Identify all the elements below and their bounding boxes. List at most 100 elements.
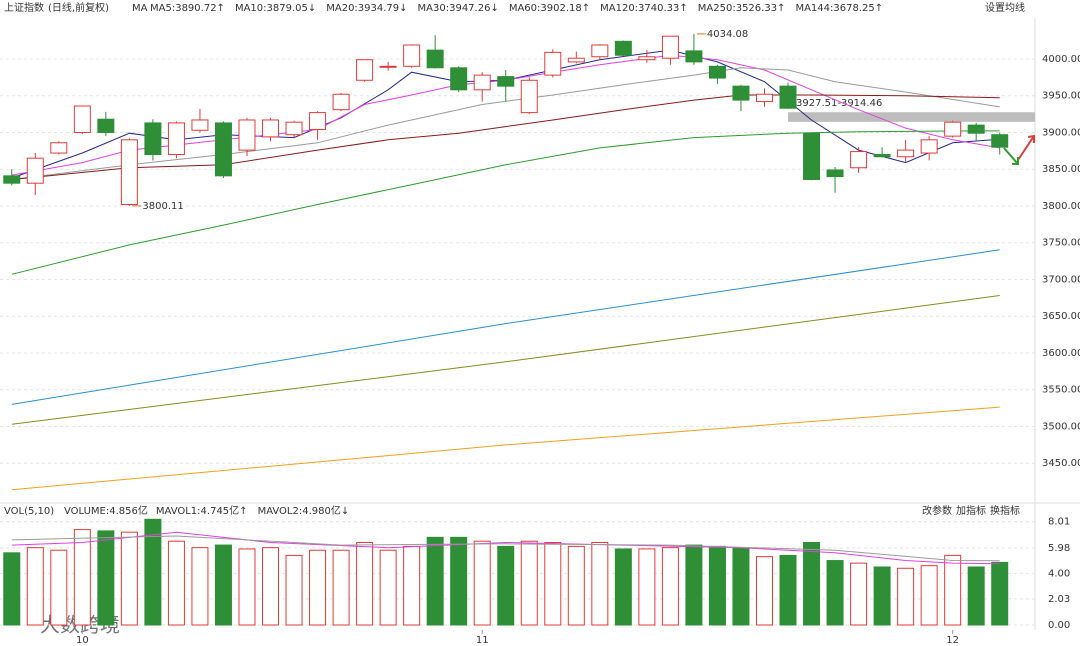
legend-title: MA bbox=[132, 3, 148, 14]
volume-bar bbox=[544, 541, 562, 626]
legend-item: MAVOL1:4.745亿↑ bbox=[156, 504, 248, 517]
y-tick-label: 2.03 bbox=[1048, 594, 1070, 605]
legend-item: MA30:3947.26↓ bbox=[418, 3, 499, 14]
volume-bar bbox=[685, 544, 703, 626]
candle-body bbox=[920, 139, 938, 154]
candle-body bbox=[708, 65, 726, 79]
y-tick-label: 3600.00 bbox=[1042, 348, 1080, 359]
volume-bar bbox=[850, 562, 868, 626]
price-band bbox=[788, 112, 1035, 122]
volume-title: VOL(5,10) bbox=[4, 506, 54, 517]
candle-body bbox=[967, 124, 985, 134]
candle-body bbox=[732, 85, 750, 101]
ma-line bbox=[11, 249, 1000, 405]
candle-body bbox=[332, 93, 350, 111]
indicator-button[interactable]: 改参数 bbox=[922, 504, 952, 517]
legend-item: MA60:3902.18↑ bbox=[509, 3, 590, 14]
ma-line bbox=[11, 535, 1000, 562]
volume-bar bbox=[426, 536, 444, 626]
volume-bar bbox=[473, 540, 491, 626]
candle-body bbox=[873, 154, 891, 158]
volume-bar bbox=[97, 530, 115, 626]
volume-bar bbox=[497, 545, 515, 626]
candle-body bbox=[238, 119, 256, 151]
legend-item: MA144:3678.25↑ bbox=[795, 3, 883, 14]
volume-bar bbox=[591, 541, 609, 626]
volume-bar bbox=[26, 547, 44, 626]
volume-bar bbox=[826, 560, 844, 626]
candle-body bbox=[191, 119, 209, 131]
candle-body bbox=[685, 50, 703, 63]
settings-button[interactable]: 设置均线 bbox=[985, 1, 1025, 14]
volume-bar bbox=[732, 547, 750, 626]
ma-line bbox=[11, 67, 1000, 180]
chart-subtitle: (日线,前复权) bbox=[48, 1, 109, 14]
candle-body bbox=[850, 151, 868, 169]
candle-body bbox=[120, 139, 138, 206]
volume-bar bbox=[379, 549, 397, 626]
band-label: 3927.51-3914.46 bbox=[796, 98, 882, 109]
candle-body bbox=[755, 93, 773, 103]
volume-bar bbox=[214, 544, 232, 626]
y-tick-label: 3750.00 bbox=[1042, 238, 1080, 249]
indicator-button[interactable]: 加指标 bbox=[956, 504, 986, 517]
x-tick-label: 10 bbox=[76, 635, 89, 646]
annotation-label: 4034.08 bbox=[707, 29, 748, 40]
legend-item: MA20:3934.79↓ bbox=[326, 3, 407, 14]
volume-bar bbox=[332, 549, 350, 626]
candle-body bbox=[426, 49, 444, 69]
candle-body bbox=[26, 157, 44, 184]
legend-item: MAVOL2:4.980亿↓ bbox=[258, 504, 350, 517]
candle-body bbox=[3, 175, 21, 184]
volume-bar bbox=[50, 549, 68, 626]
volume-bar bbox=[708, 545, 726, 626]
candle-body bbox=[262, 119, 280, 138]
candle-body bbox=[897, 149, 915, 158]
volume-bar bbox=[403, 545, 421, 626]
trend-arrow-up bbox=[1017, 134, 1035, 161]
annotation-label: 3800.11 bbox=[142, 201, 183, 212]
volume-bar bbox=[285, 554, 303, 626]
volume-bar bbox=[309, 549, 327, 626]
candle-body bbox=[661, 35, 679, 59]
candle-body bbox=[285, 121, 303, 136]
volume-bar bbox=[356, 541, 374, 626]
candle-body bbox=[214, 122, 232, 177]
volume-bar bbox=[638, 548, 656, 626]
candle-body bbox=[779, 85, 797, 109]
volume-bar bbox=[262, 547, 280, 626]
indicator-button[interactable]: 换指标 bbox=[990, 504, 1020, 517]
candle-body bbox=[379, 65, 397, 68]
volume-bar bbox=[614, 548, 632, 626]
x-tick-label: 12 bbox=[946, 635, 959, 646]
legend-item: MA5:3890.72↑ bbox=[150, 3, 225, 14]
volume-bar bbox=[450, 536, 468, 626]
volume-bar bbox=[920, 565, 938, 626]
volume-bar bbox=[238, 548, 256, 626]
volume-bar bbox=[520, 540, 538, 626]
candle-body bbox=[473, 74, 491, 91]
y-tick-label: 4.00 bbox=[1048, 568, 1070, 579]
volume-bar bbox=[167, 540, 185, 626]
candle-body bbox=[614, 40, 632, 56]
volume-bar bbox=[661, 547, 679, 626]
chart-title: 上证指数 bbox=[4, 1, 44, 14]
y-tick-label: 3900.00 bbox=[1042, 127, 1080, 138]
candle-body bbox=[97, 118, 115, 133]
volume-bar bbox=[191, 547, 209, 626]
volume-bar bbox=[803, 541, 821, 626]
candle-body bbox=[991, 134, 1009, 148]
y-tick-label: 5.98 bbox=[1048, 543, 1070, 554]
volume-bar bbox=[779, 554, 797, 626]
candle-body bbox=[167, 122, 185, 156]
candle-body bbox=[520, 79, 538, 114]
candle-body bbox=[50, 142, 68, 154]
volume-bar bbox=[755, 556, 773, 626]
y-tick-label: 8.01 bbox=[1048, 517, 1070, 528]
volume-bar bbox=[3, 552, 21, 626]
ma-line bbox=[11, 130, 1000, 275]
candle-body bbox=[567, 57, 585, 63]
candle-body bbox=[944, 121, 962, 137]
